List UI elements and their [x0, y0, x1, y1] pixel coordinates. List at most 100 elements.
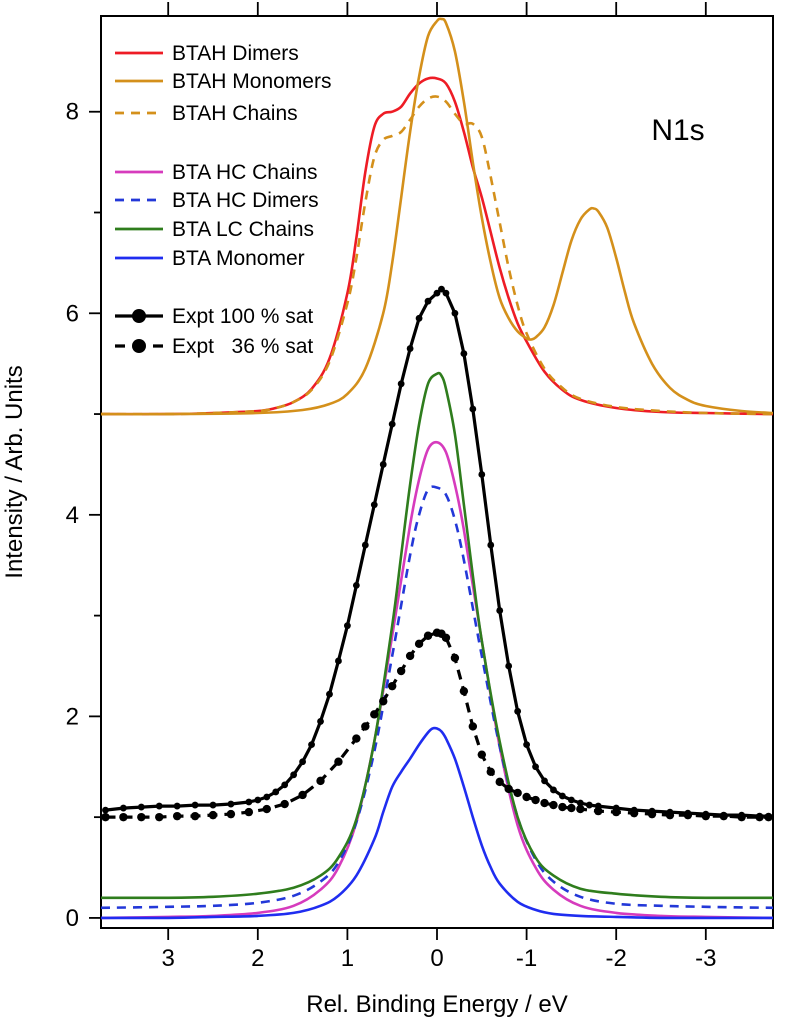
- data-point: [549, 800, 558, 810]
- y-tick-label: 2: [66, 703, 79, 730]
- data-point: [173, 802, 181, 810]
- series-line: [105, 287, 769, 818]
- legend-entry: BTA LC Chains: [115, 218, 314, 241]
- data-point: [424, 297, 432, 305]
- legend-entry: Expt 36 % sat: [115, 335, 313, 358]
- y-tick-label: 4: [66, 502, 79, 529]
- data-point: [522, 792, 531, 802]
- data-point: [719, 811, 728, 821]
- series-7: [102, 285, 772, 820]
- data-point: [308, 741, 315, 748]
- data-point: [415, 314, 423, 322]
- data-point: [414, 639, 424, 649]
- data-point: [514, 707, 522, 715]
- data-point: [262, 804, 271, 814]
- series-6: [100, 726, 773, 920]
- data-point: [191, 801, 199, 809]
- x-tick-label: -1: [516, 945, 537, 972]
- data-point: [764, 812, 773, 822]
- data-point: [469, 405, 477, 413]
- series-line: [100, 17, 774, 416]
- data-point: [442, 289, 450, 297]
- data-point: [755, 812, 764, 822]
- legend: BTAH Dimers BTAH Monomers BTAH Chains BTA H…: [115, 42, 331, 358]
- data-point: [468, 722, 478, 731]
- series-line: [100, 726, 773, 920]
- x-tick-label: 0: [430, 945, 443, 972]
- data-point: [102, 806, 109, 814]
- data-point: [335, 657, 342, 665]
- data-point: [344, 622, 351, 630]
- data-point: [172, 811, 182, 821]
- data-point: [334, 757, 343, 766]
- data-point: [245, 798, 253, 806]
- data-point: [388, 681, 397, 691]
- data-point: [460, 350, 468, 357]
- legend-label: BTA Monomer: [172, 247, 305, 270]
- data-point: [361, 722, 370, 731]
- data-point: [504, 784, 513, 794]
- data-point: [438, 285, 445, 293]
- data-point: [352, 734, 361, 743]
- data-point: [495, 777, 504, 787]
- legend-label: Expt 36 % sat: [172, 335, 313, 358]
- data-point: [683, 810, 693, 820]
- data-point: [316, 776, 325, 786]
- data-point: [576, 799, 584, 807]
- series-3: [100, 440, 774, 920]
- legend-label: Expt 100 % sat: [172, 305, 313, 328]
- legend-label: BTA HC Chains: [172, 161, 318, 184]
- data-point: [326, 690, 333, 698]
- y-axis-title: Intensity / Arb. Units: [1, 365, 28, 578]
- data-point: [531, 795, 540, 805]
- data-point: [532, 763, 539, 771]
- legend-entry: Expt 100 % sat: [115, 305, 313, 328]
- data-point: [272, 788, 280, 796]
- data-point: [254, 796, 262, 804]
- legend-entry: BTA HC Dimers: [115, 189, 319, 212]
- y-axis-ticks: 0 2 4 6 8: [66, 99, 101, 932]
- data-point: [299, 758, 306, 766]
- data-point: [433, 289, 441, 297]
- data-point: [263, 793, 271, 801]
- data-point: [208, 810, 218, 820]
- data-point: [244, 807, 254, 817]
- data-point: [281, 781, 289, 789]
- data-point: [317, 718, 324, 725]
- data-point: [370, 501, 378, 509]
- x-tick-label: 3: [162, 945, 175, 972]
- series-line: [100, 371, 774, 900]
- data-point: [568, 796, 575, 804]
- data-point: [388, 420, 396, 428]
- plot-frame: [100, 15, 774, 929]
- series-line: [105, 631, 769, 819]
- annotation-label: N1s: [651, 114, 704, 147]
- data-point: [594, 806, 603, 816]
- series-8: [101, 628, 773, 822]
- data-point: [487, 541, 495, 549]
- data-point: [513, 788, 522, 798]
- data-point: [558, 802, 567, 812]
- x-axis-ticks: 3 2 1 0 -1 -2 -3: [162, 928, 716, 972]
- data-point: [155, 802, 163, 810]
- x-tick-label: 1: [341, 945, 354, 972]
- data-point: [370, 710, 379, 719]
- series-layer: [100, 17, 774, 920]
- x-tick-label: -3: [695, 945, 716, 972]
- data-point: [190, 811, 200, 821]
- data-point: [701, 811, 710, 821]
- top-axis-ticks: [167, 2, 707, 16]
- data-point: [120, 804, 127, 812]
- series-line: [100, 95, 774, 416]
- data-point: [226, 809, 236, 819]
- legend-label: BTA HC Dimers: [172, 189, 319, 212]
- y-tick-label: 6: [66, 300, 79, 327]
- data-point: [352, 581, 360, 589]
- y-tick-label: 0: [66, 905, 79, 932]
- data-point: [541, 777, 548, 785]
- data-point: [450, 653, 460, 663]
- series-1: [100, 17, 774, 416]
- data-point: [559, 792, 566, 800]
- x-tick-label: -2: [606, 945, 627, 972]
